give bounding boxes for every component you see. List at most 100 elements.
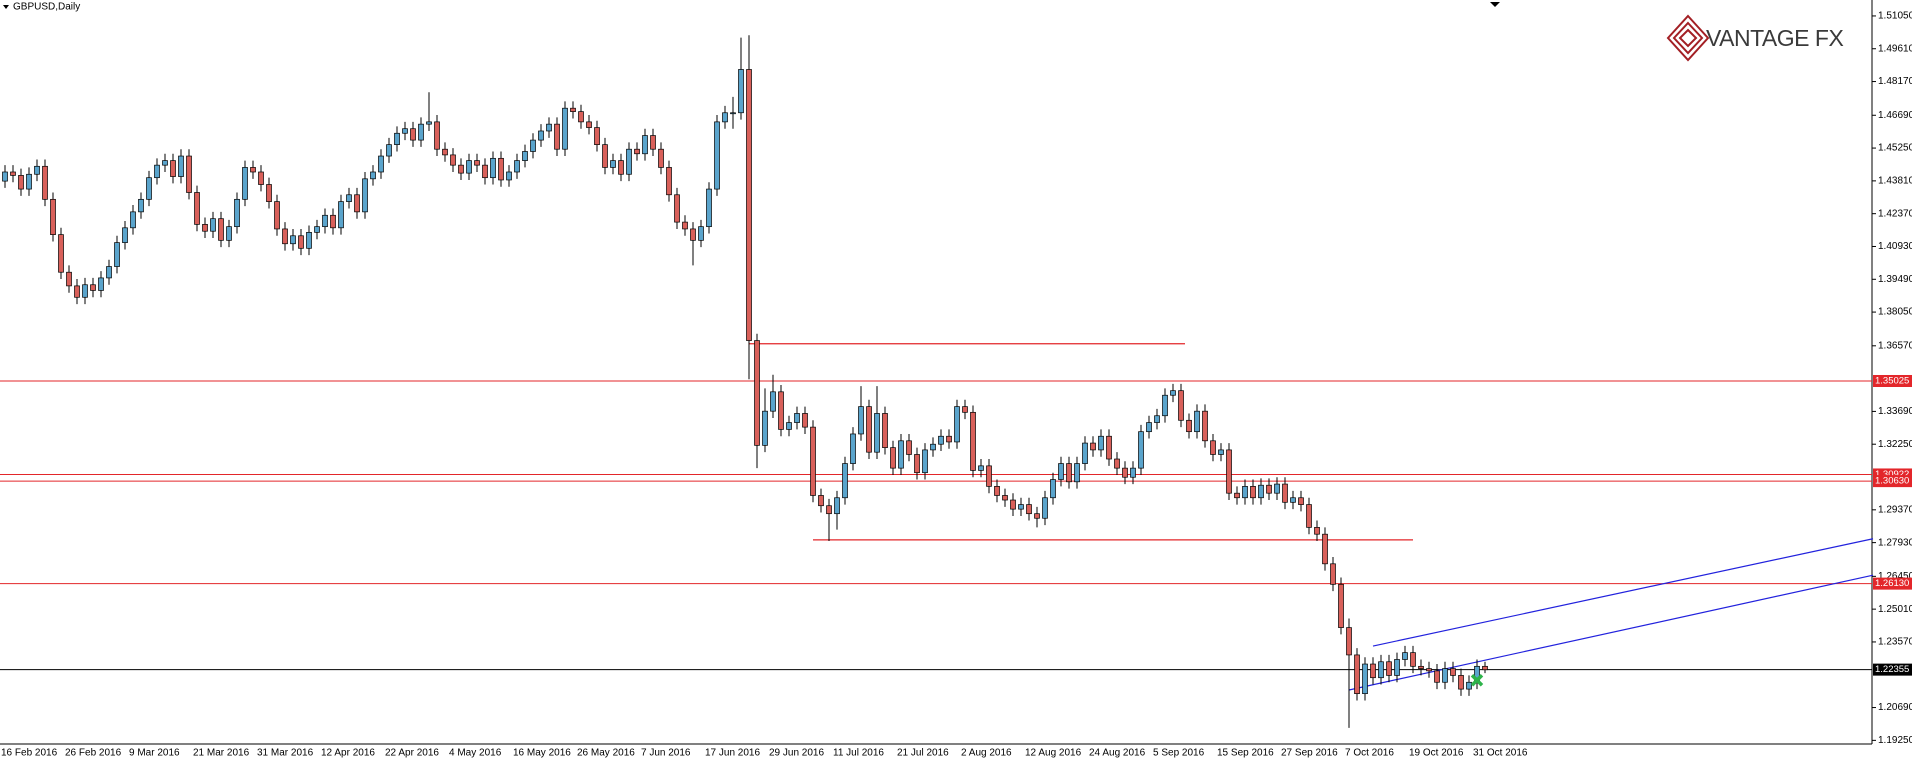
candle-body bbox=[306, 232, 312, 249]
level-label-box bbox=[1873, 663, 1912, 676]
candle-body bbox=[618, 160, 624, 175]
trendline bbox=[1372, 538, 1874, 647]
candle-body bbox=[898, 440, 904, 469]
candle-body bbox=[1282, 483, 1288, 503]
candle-body bbox=[1114, 458, 1120, 469]
candle-body bbox=[562, 107, 568, 150]
candle-body bbox=[170, 160, 176, 177]
candle-body bbox=[938, 435, 944, 445]
candle-body bbox=[706, 188, 712, 228]
candle-body bbox=[1210, 440, 1216, 455]
candle-body bbox=[538, 130, 544, 141]
candle-body bbox=[10, 171, 16, 176]
level-label-box bbox=[1873, 374, 1912, 387]
y-tick-label: 1.45250 bbox=[1878, 143, 1912, 154]
x-tick-label: 26 May 2016 bbox=[577, 748, 635, 759]
x-tick-label: 12 Aug 2016 bbox=[1025, 748, 1082, 759]
candle-body bbox=[882, 413, 888, 448]
candle-body bbox=[626, 148, 632, 175]
y-tick-label: 1.42370 bbox=[1878, 208, 1912, 219]
candle-body bbox=[546, 123, 552, 132]
candle-body bbox=[658, 148, 664, 168]
x-tick-label: 12 Apr 2016 bbox=[321, 748, 375, 759]
candle-body bbox=[162, 160, 168, 166]
candle-body bbox=[1122, 467, 1128, 478]
y-tick-label: 1.20690 bbox=[1878, 702, 1912, 713]
x-tick-label: 31 Mar 2016 bbox=[257, 748, 314, 759]
level-label: 1.35025 bbox=[1875, 376, 1909, 387]
candle-body bbox=[394, 132, 400, 146]
candle-body bbox=[1338, 583, 1344, 628]
candle-body bbox=[138, 198, 144, 213]
candle-body bbox=[826, 505, 832, 515]
candle-body bbox=[1266, 484, 1272, 494]
candle-body bbox=[1434, 670, 1440, 683]
x-tick-label: 2 Aug 2016 bbox=[961, 748, 1012, 759]
level-label: 1.30922 bbox=[1875, 469, 1909, 480]
candle-body bbox=[1066, 463, 1072, 483]
candle-body bbox=[90, 284, 96, 291]
candle-body bbox=[762, 410, 768, 446]
y-tick-label: 1.40930 bbox=[1878, 241, 1912, 252]
candle-body bbox=[770, 391, 776, 412]
candle-body bbox=[874, 413, 880, 453]
candle-body bbox=[58, 234, 64, 273]
candle-body bbox=[1234, 492, 1240, 499]
candle-body bbox=[1394, 659, 1400, 676]
candle-body bbox=[82, 284, 88, 298]
candle-body bbox=[66, 271, 72, 287]
candle-body bbox=[1466, 681, 1472, 690]
candle-body bbox=[1138, 431, 1144, 469]
y-tick-label: 1.29370 bbox=[1878, 504, 1912, 515]
candle-body bbox=[1194, 410, 1200, 433]
candle-body bbox=[130, 211, 136, 229]
candle-body bbox=[554, 123, 560, 150]
candle-body bbox=[434, 121, 440, 150]
logo-diamond bbox=[1666, 14, 1710, 62]
candle-body bbox=[370, 171, 376, 180]
x-tick-label: 19 Oct 2016 bbox=[1409, 748, 1464, 759]
brand-logo: VANTAGE FX bbox=[1666, 14, 1844, 62]
candle-body bbox=[866, 406, 872, 453]
candle-body bbox=[1050, 479, 1056, 499]
y-tick-label: 1.27930 bbox=[1878, 537, 1912, 548]
candle-body bbox=[1034, 513, 1040, 519]
level-label: 1.30630 bbox=[1875, 476, 1909, 487]
chart-title: GBPUSD,Daily bbox=[13, 2, 80, 13]
candle-body bbox=[722, 112, 728, 123]
target-marker bbox=[1470, 673, 1484, 687]
candle-body bbox=[1226, 449, 1232, 494]
candle-body bbox=[922, 449, 928, 474]
candle-body bbox=[570, 107, 576, 112]
candle-body bbox=[386, 144, 392, 157]
candle-body bbox=[18, 175, 24, 190]
x-tick-label: 15 Sep 2016 bbox=[1217, 748, 1274, 759]
brand-name: VANTAGE FX bbox=[1706, 25, 1843, 51]
level-label: 1.26130 bbox=[1875, 578, 1909, 589]
x-tick-label: 4 May 2016 bbox=[449, 748, 502, 759]
level-label-box bbox=[1873, 475, 1912, 488]
candle-body bbox=[506, 171, 512, 181]
candle-body bbox=[418, 123, 424, 141]
candle-body bbox=[442, 148, 448, 156]
candle-body bbox=[746, 69, 752, 341]
candle-body bbox=[1130, 467, 1136, 478]
candle-body bbox=[1106, 435, 1112, 460]
candle-body bbox=[1346, 627, 1352, 656]
candle-body bbox=[1418, 665, 1424, 669]
candle-body bbox=[514, 160, 520, 173]
candle-body bbox=[314, 226, 320, 233]
candle-body bbox=[522, 151, 528, 161]
candle-body bbox=[354, 194, 360, 213]
y-tick-label: 1.39490 bbox=[1878, 274, 1912, 285]
candle-body bbox=[242, 167, 248, 200]
candle-body bbox=[1402, 652, 1408, 660]
candle-body bbox=[698, 226, 704, 241]
candle-body bbox=[362, 178, 368, 213]
candle-body bbox=[586, 121, 592, 128]
candle-body bbox=[1258, 484, 1264, 499]
candle-body bbox=[594, 127, 600, 146]
candle-body bbox=[650, 135, 656, 150]
